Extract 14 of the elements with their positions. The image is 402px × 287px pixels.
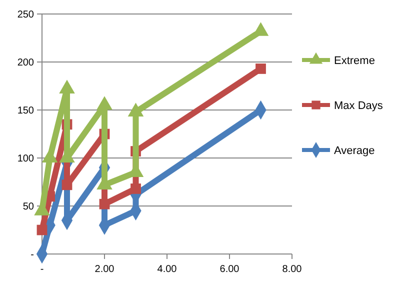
x-tick-label: 6.00	[220, 264, 240, 275]
x-tick-label: 8.00	[282, 264, 302, 275]
x-tick-label: 2.00	[94, 264, 115, 275]
y-tick-label: 100	[17, 154, 34, 164]
y-tick-label: 150	[17, 106, 34, 116]
legend-label: Average	[334, 144, 375, 157]
y-tick-label: -	[30, 250, 34, 260]
x-tick-label: 4.00	[157, 264, 178, 275]
y-tick-label: 50	[22, 202, 34, 212]
y-tick-label: 200	[17, 58, 34, 68]
y-tick-label: 250	[17, 10, 34, 20]
legend-label: Extreme	[334, 54, 375, 67]
legend-label: Max Days	[334, 100, 384, 112]
x-tick-label: -	[40, 264, 44, 275]
